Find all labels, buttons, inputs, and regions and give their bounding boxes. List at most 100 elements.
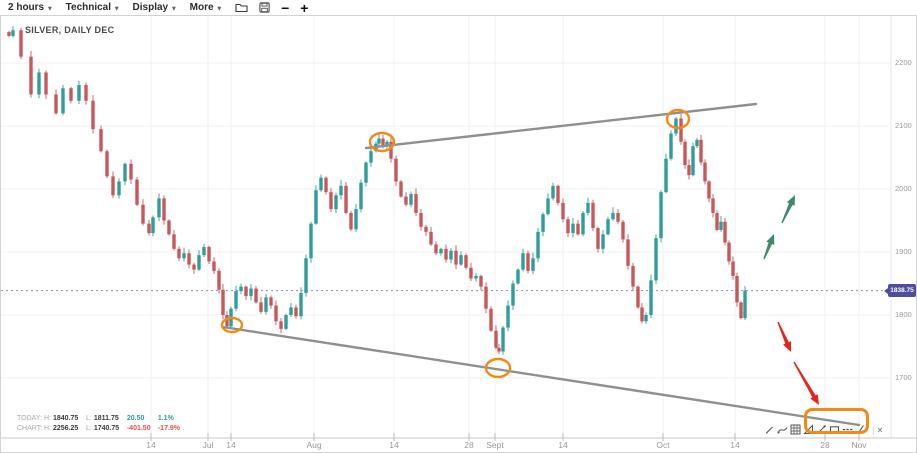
candle-body [479,275,483,287]
candle-body [649,280,653,315]
candle-body [339,185,343,196]
candle-body [434,244,438,254]
candle-body [123,163,127,182]
candle-body [531,258,535,271]
candle-body [187,253,191,265]
lower-support-trendline[interactable] [221,325,861,427]
line-tool-icon[interactable] [815,423,828,436]
toolbar-divider: | [872,424,875,435]
candle-body [601,234,605,249]
price-axis-label: 2100 [895,121,912,130]
open-folder-icon[interactable] [235,2,248,13]
candle-body [735,275,739,303]
candle-body [674,118,678,134]
candle-body [414,194,418,213]
candle-body [207,246,211,262]
dash-tool-icon[interactable] [841,423,854,436]
menu-technical[interactable]: Technical ▾ [66,2,119,13]
candle-body [244,286,248,297]
save-icon[interactable] [259,2,270,13]
candle-body [399,181,403,197]
candle-body [474,275,478,279]
price-axis-label: 1800 [895,310,912,319]
rectangle-tool-icon[interactable] [828,423,841,436]
candle-body [626,239,630,266]
candle-body [699,139,703,163]
swing-circle-annotation[interactable] [484,357,512,379]
trend-arrow-annotation[interactable] [777,321,791,352]
candle-body [369,151,373,163]
candle-body [516,269,520,284]
candle-body [489,308,493,331]
date-axis-label: Aug [306,440,322,450]
candle-body [259,302,263,312]
candle-body [606,219,610,235]
candle-body [61,88,65,114]
swing-circle-annotation[interactable] [665,108,691,130]
menu-more[interactable]: More ▾ [190,2,221,13]
chart-change-value: -401.50 [126,425,151,432]
candle-body [54,94,58,114]
candle-body [727,242,731,262]
candle-body [212,261,216,271]
candle-body [636,286,640,308]
candle-body [566,219,570,234]
today-low-value: 1811.75 [93,415,119,422]
candle-body [576,223,580,235]
date-axis-label: 28 [820,440,830,450]
candle-body [19,30,23,57]
menu-display[interactable]: Display ▾ [133,2,176,13]
candle-body [377,138,381,144]
chart-low-value: 1740.75 [93,425,120,432]
chevron-down-icon: ▾ [48,5,52,12]
date-axis-label: Nov [851,440,867,450]
candle-body [162,198,166,221]
pencil-tool-icon[interactable] [763,423,776,436]
candle-body [695,139,699,147]
candle-body [511,283,515,306]
swing-circle-annotation[interactable] [368,131,396,153]
close-icon[interactable]: × [877,424,883,435]
candle-body [37,72,41,95]
candle-body [715,212,719,230]
candle-body [494,330,498,348]
trend-arrow-annotation[interactable] [763,234,775,260]
trend-arrow-annotation[interactable] [781,195,795,224]
price-chart[interactable] [1,16,916,452]
candle-body [182,253,186,259]
curve-tool-icon[interactable] [776,423,789,436]
candle-body [344,185,348,213]
menu-interval[interactable]: 2 hours ▾ [8,2,52,13]
date-axis-label: 14 [389,440,399,450]
trend-arrow-annotation[interactable] [793,361,819,405]
slash-tool-icon[interactable] [854,423,867,436]
candle-body [319,177,323,191]
upper-resistance-trendline[interactable] [364,102,758,150]
grid-tool-icon[interactable] [789,423,802,436]
candle-body [111,176,115,196]
candle-body [424,226,428,232]
candle-body [172,234,176,249]
candle-body [151,217,155,234]
candle-body [719,221,723,230]
menu-more-label: More [189,2,214,13]
candle-body [596,228,600,249]
candle-body [77,85,81,101]
today-percent-value: 1.1% [157,415,174,422]
date-axis-label: 14 [730,440,740,450]
zoom-in-icon[interactable]: + [300,0,309,16]
zoom-out-icon[interactable]: − [281,0,290,16]
candle-body [541,214,545,232]
candle-body [683,141,687,166]
high-key: H: [44,415,51,422]
chart-high-value: 2256.25 [53,425,79,432]
candle-body [556,185,560,203]
chevron-down-icon: ▾ [172,5,176,12]
candle-body [616,212,620,222]
candle-body [314,190,318,224]
top-toolbar: 2 hours ▾ Technical ▾ Display ▾ More ▾ −… [0,0,917,15]
ruler-tool-icon[interactable] [802,423,815,436]
swing-circle-annotation[interactable] [220,316,244,334]
candle-body [202,246,206,256]
date-axis-label: Sept [486,440,504,450]
